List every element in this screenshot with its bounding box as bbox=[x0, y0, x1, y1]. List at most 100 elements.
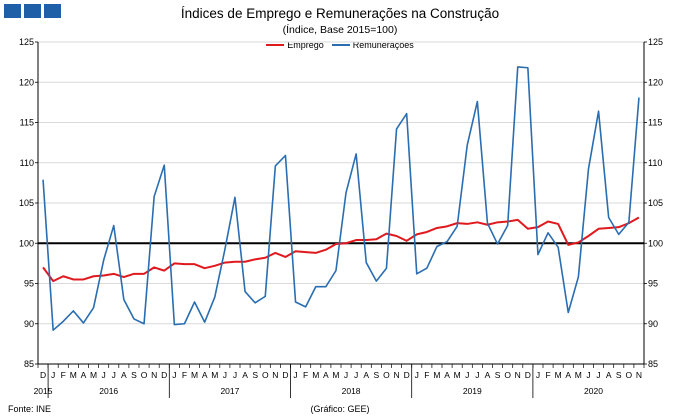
x-tick-label-year: 2017 bbox=[220, 386, 239, 396]
x-tick-label-month: M bbox=[191, 370, 198, 380]
y-tick-label-left: 90 bbox=[24, 319, 34, 329]
series-line-remuneracoes bbox=[42, 66, 640, 331]
x-tick-label-month: F bbox=[424, 370, 429, 380]
x-tick-label-month: N bbox=[272, 370, 278, 380]
series-line-emprego bbox=[42, 216, 640, 283]
x-tick-label-month: J bbox=[415, 370, 419, 380]
x-tick-label-month: J bbox=[586, 370, 590, 380]
source-note: Fonte: INE bbox=[8, 404, 52, 414]
y-tick-label-right: 100 bbox=[648, 238, 663, 248]
y-tick-label-right: 90 bbox=[648, 319, 658, 329]
x-tick-label-month: M bbox=[433, 370, 440, 380]
x-tick-label-month: O bbox=[262, 370, 269, 380]
x-tick-label-month: S bbox=[616, 370, 622, 380]
legend-item-remuneracoes: Remunerações bbox=[331, 40, 414, 50]
chart-legend: Emprego Remunerações bbox=[0, 40, 680, 50]
x-tick-label-year: 2015 bbox=[34, 386, 53, 396]
x-tick-label-month: F bbox=[61, 370, 66, 380]
x-tick-label-month: D bbox=[40, 370, 46, 380]
y-tick-label-left: 105 bbox=[19, 198, 34, 208]
x-tick-label-month: S bbox=[374, 370, 380, 380]
x-tick-label-month: J bbox=[465, 370, 469, 380]
x-tick-label-month: O bbox=[383, 370, 390, 380]
x-tick-label-month: M bbox=[454, 370, 461, 380]
logo-square bbox=[4, 4, 21, 18]
x-tick-label-month: A bbox=[242, 370, 248, 380]
x-tick-label-month: O bbox=[626, 370, 633, 380]
logo-square bbox=[44, 4, 61, 18]
x-tick-label-month: J bbox=[223, 370, 227, 380]
x-tick-label-month: J bbox=[354, 370, 358, 380]
x-tick-label-month: M bbox=[90, 370, 97, 380]
x-tick-label-month: D bbox=[161, 370, 167, 380]
x-tick-label-month: F bbox=[182, 370, 187, 380]
x-tick-label-month: J bbox=[293, 370, 297, 380]
x-tick-label-month: N bbox=[636, 370, 642, 380]
y-tick-label-right: 110 bbox=[648, 158, 662, 168]
x-tick-label-month: J bbox=[475, 370, 479, 380]
x-tick-label-month: J bbox=[51, 370, 55, 380]
y-tick-label-left: 85 bbox=[24, 359, 34, 369]
y-tick-label-left: 115 bbox=[20, 118, 34, 128]
legend-item-emprego: Emprego bbox=[266, 40, 324, 50]
x-tick-label-month: S bbox=[495, 370, 501, 380]
y-tick-label-left: 95 bbox=[24, 279, 34, 289]
x-tick-label-month: A bbox=[444, 370, 450, 380]
x-tick-label-month: D bbox=[282, 370, 288, 380]
y-tick-label-left: 125 bbox=[19, 37, 34, 47]
x-tick-label-month: J bbox=[344, 370, 348, 380]
x-tick-label-month: O bbox=[504, 370, 511, 380]
x-tick-label-month: A bbox=[323, 370, 329, 380]
y-tick-label-right: 120 bbox=[648, 77, 663, 87]
x-tick-label-month: M bbox=[555, 370, 562, 380]
y-tick-label-right: 105 bbox=[648, 198, 663, 208]
x-tick-label-month: O bbox=[141, 370, 148, 380]
x-tick-label-month: J bbox=[233, 370, 237, 380]
x-tick-label-month: A bbox=[606, 370, 612, 380]
x-tick-label-month: M bbox=[575, 370, 582, 380]
legend-swatch-remuneracoes bbox=[331, 44, 350, 46]
y-tick-label-left: 110 bbox=[20, 158, 34, 168]
x-tick-label-month: M bbox=[332, 370, 339, 380]
logo-square bbox=[24, 4, 41, 18]
x-tick-label-month: S bbox=[131, 370, 137, 380]
legend-label-emprego: Emprego bbox=[287, 40, 324, 50]
y-tick-label-left: 120 bbox=[19, 77, 34, 87]
x-tick-label-year: 2016 bbox=[99, 386, 118, 396]
x-tick-label-month: J bbox=[536, 370, 540, 380]
x-tick-label-month: A bbox=[81, 370, 87, 380]
x-tick-label-month: M bbox=[211, 370, 218, 380]
x-tick-label-month: N bbox=[393, 370, 399, 380]
x-tick-label-month: J bbox=[112, 370, 116, 380]
chart-subtitle: (Índice, Base 2015=100) bbox=[282, 24, 398, 36]
chart-title: Índices de Emprego e Remunerações na Con… bbox=[180, 6, 500, 21]
x-tick-label-month: N bbox=[151, 370, 157, 380]
y-tick-label-right: 115 bbox=[648, 118, 662, 128]
x-tick-label-year: 2020 bbox=[584, 386, 603, 396]
x-tick-label-year: 2018 bbox=[342, 386, 361, 396]
y-tick-label-left: 100 bbox=[19, 238, 34, 248]
x-tick-label-month: A bbox=[363, 370, 369, 380]
x-tick-label-month: M bbox=[70, 370, 77, 380]
x-tick-label-month: D bbox=[404, 370, 410, 380]
x-tick-label-month: J bbox=[596, 370, 600, 380]
y-tick-label-right: 95 bbox=[648, 279, 658, 289]
x-tick-label-month: A bbox=[202, 370, 208, 380]
credit-note: (Gráfico: GEE) bbox=[310, 404, 370, 414]
x-tick-label-month: S bbox=[252, 370, 258, 380]
x-tick-label-month: A bbox=[485, 370, 491, 380]
legend-swatch-emprego bbox=[266, 44, 285, 46]
x-tick-label-month: M bbox=[312, 370, 319, 380]
y-tick-label-right: 85 bbox=[648, 359, 658, 369]
x-tick-label-month: J bbox=[172, 370, 176, 380]
legend-label-remuneracoes: Remunerações bbox=[352, 40, 414, 50]
x-tick-label-month: J bbox=[102, 370, 106, 380]
x-tick-label-year: 2019 bbox=[463, 386, 482, 396]
x-tick-label-month: F bbox=[545, 370, 550, 380]
y-tick-label-right: 125 bbox=[648, 37, 663, 47]
x-tick-label-month: F bbox=[303, 370, 308, 380]
x-tick-label-month: D bbox=[525, 370, 531, 380]
logo bbox=[4, 4, 61, 18]
x-tick-label-month: A bbox=[565, 370, 571, 380]
